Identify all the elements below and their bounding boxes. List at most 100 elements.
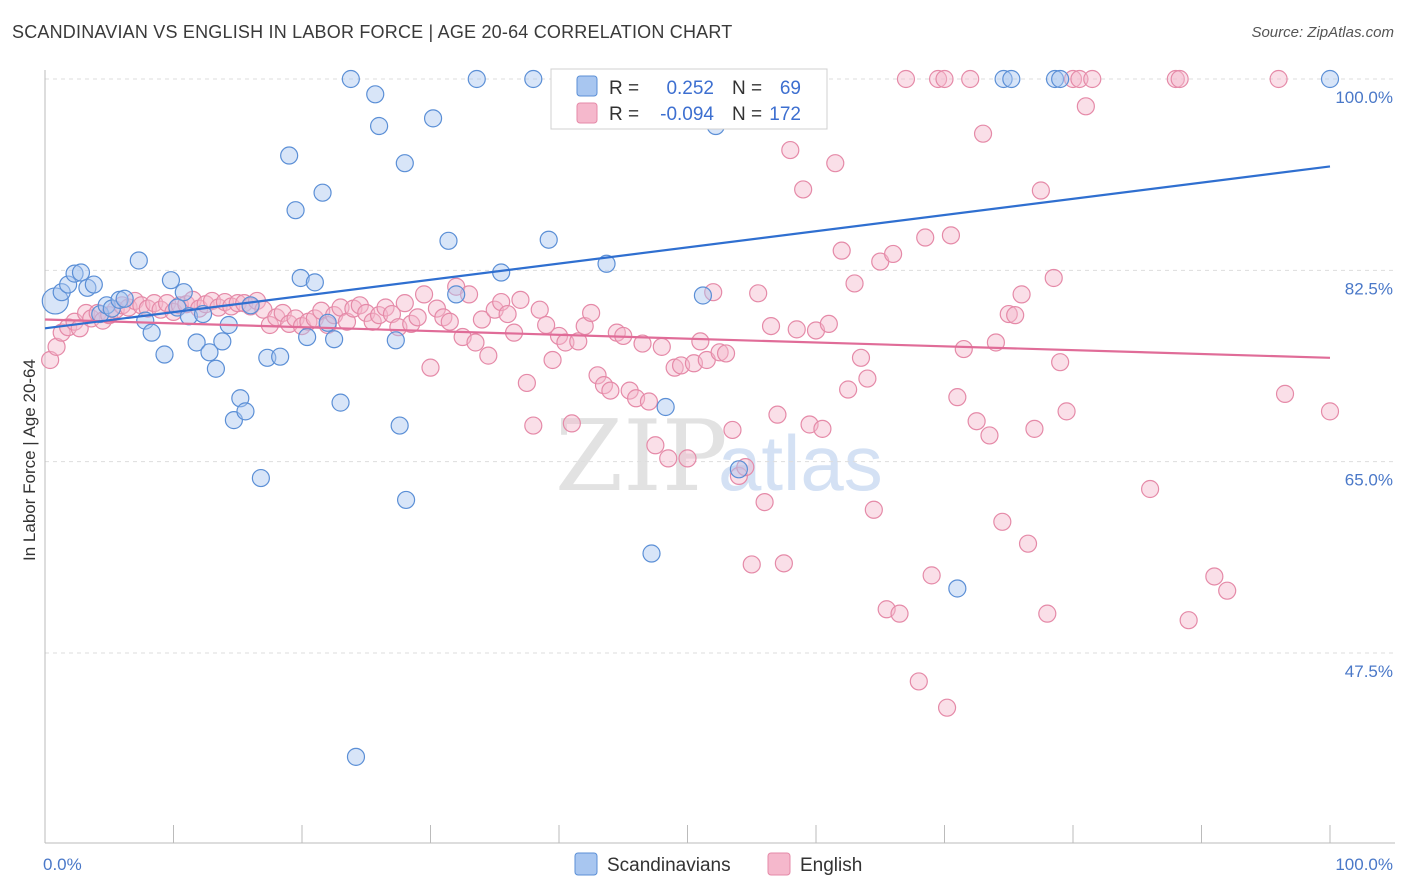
legend-n-value-1: 69 [780, 78, 801, 99]
english-point-94 [639, 392, 659, 411]
english-point-59 [414, 285, 434, 304]
scandinavian-point-14 [142, 323, 161, 342]
scandinavian-point-16 [161, 271, 181, 290]
english-point-172 [1320, 402, 1340, 421]
scandinavian-point-63 [994, 69, 1013, 89]
english-point-123 [826, 154, 845, 173]
english-point-126 [845, 274, 864, 293]
english-point-163 [1083, 69, 1102, 89]
english-point-125 [839, 380, 858, 399]
scandinavian-point-43 [366, 85, 385, 104]
english-point-93 [633, 334, 652, 353]
bottom-legend-english: English [800, 855, 862, 876]
y-tick-label-2: 82.5% [1345, 279, 1393, 298]
english-point-117 [787, 320, 806, 339]
tick-labels: 47.5% 65.0% 82.5% 100.0% 0.0% 100.0% [43, 88, 1393, 874]
y-axis-title: In Labor Force | Age 20-64 [20, 359, 39, 561]
watermark-atlas: atlas [718, 419, 883, 507]
legend-box: R = 0.252 N = 69 R = -0.094 N = 172 [550, 68, 828, 130]
scandinavian-point-34 [286, 201, 305, 220]
scandinavian-point-23 [206, 359, 226, 378]
scandinavian-point-15 [155, 345, 174, 364]
english-point-57 [402, 314, 421, 334]
scandinavian-point-49 [423, 109, 443, 128]
english-point-63 [440, 312, 459, 331]
english-point-112 [755, 493, 774, 512]
english-point-168 [1205, 567, 1224, 586]
english-point-127 [851, 348, 871, 367]
scandinavian-point-35 [291, 268, 310, 288]
scandinavian-point-68 [346, 747, 366, 766]
bottom-legend-scandinavians: Scandinavians [607, 855, 731, 876]
english-point-162 [1076, 97, 1095, 116]
scandinavian-point-37 [305, 273, 324, 292]
scandinavian-point-56 [597, 254, 616, 273]
english-point-26 [202, 291, 222, 311]
english-point-152 [1012, 285, 1031, 304]
english-point-171 [1275, 384, 1295, 403]
english-point-104 [704, 283, 723, 302]
scandinavian-point-41 [331, 393, 350, 412]
english-point-133 [890, 604, 909, 623]
english-point-134 [896, 69, 916, 89]
english-point-60 [421, 358, 440, 377]
scandinavian-point-47 [395, 154, 414, 173]
english-point-83 [569, 332, 588, 351]
english-point-145 [967, 412, 986, 431]
bottom-legend-swatch-scandinavians [574, 852, 598, 876]
bottom-legend: Scandinavians English [574, 852, 862, 876]
english-point-75 [517, 373, 536, 393]
scandinavian-point-12 [129, 251, 148, 270]
scandinavian-point-51 [447, 285, 466, 304]
english-point-166 [1170, 69, 1189, 89]
legend-n-label-1: N = [732, 78, 762, 99]
english-point-68 [472, 310, 491, 329]
scandinavian-point-66 [1051, 69, 1070, 89]
english-point-53 [376, 298, 395, 317]
scandinavian-point-65 [1045, 69, 1065, 89]
english-point-144 [961, 69, 980, 89]
axes [44, 70, 1395, 844]
english-point-82 [562, 414, 581, 433]
scandinavian-point-18 [174, 283, 193, 302]
scandinavian-point-46 [390, 416, 409, 435]
scandinavian-point-44 [370, 116, 389, 136]
english-point-72 [498, 304, 517, 324]
scandinavian-point-55 [539, 230, 558, 249]
english-point-159 [1057, 402, 1076, 421]
english-point-156 [1038, 604, 1057, 623]
english-point-136 [916, 228, 935, 247]
y-tick-label-3: 100.0% [1335, 88, 1393, 107]
english-point-66 [459, 285, 479, 304]
scandinavian-point-0 [41, 287, 69, 315]
english-point-67 [466, 333, 485, 352]
scandinavian-point-58 [656, 397, 675, 417]
english-point-153 [1018, 534, 1038, 553]
english-point-137 [922, 566, 941, 585]
gridlines [45, 78, 1395, 654]
english-point-105 [710, 343, 729, 362]
scandinavian-trend-line [44, 165, 1331, 330]
legend-swatch-scandinavians [576, 75, 598, 97]
english-point-150 [999, 304, 1018, 324]
legend-n-value-2: 172 [769, 104, 801, 125]
scandinavian-point-38 [313, 183, 332, 202]
english-point-77 [530, 300, 549, 319]
legend-r-value-2: -0.094 [660, 104, 714, 125]
english-point-170 [1269, 69, 1288, 89]
scandinavian-point-45 [386, 331, 405, 350]
english-point-169 [1218, 581, 1237, 600]
x-tick-label-0: 0.0% [43, 855, 82, 874]
english-point-86 [588, 366, 607, 385]
english-point-1 [47, 337, 66, 356]
english-point-124 [832, 241, 851, 260]
english-point-107 [723, 420, 742, 440]
english-point-74 [511, 290, 530, 309]
english-point-167 [1179, 611, 1198, 630]
scandinavian-point-24 [213, 332, 232, 351]
scandinavian-point-52 [467, 69, 486, 89]
english-point-96 [652, 337, 671, 356]
english-point-129 [864, 500, 883, 519]
english-point-165 [1166, 69, 1185, 89]
